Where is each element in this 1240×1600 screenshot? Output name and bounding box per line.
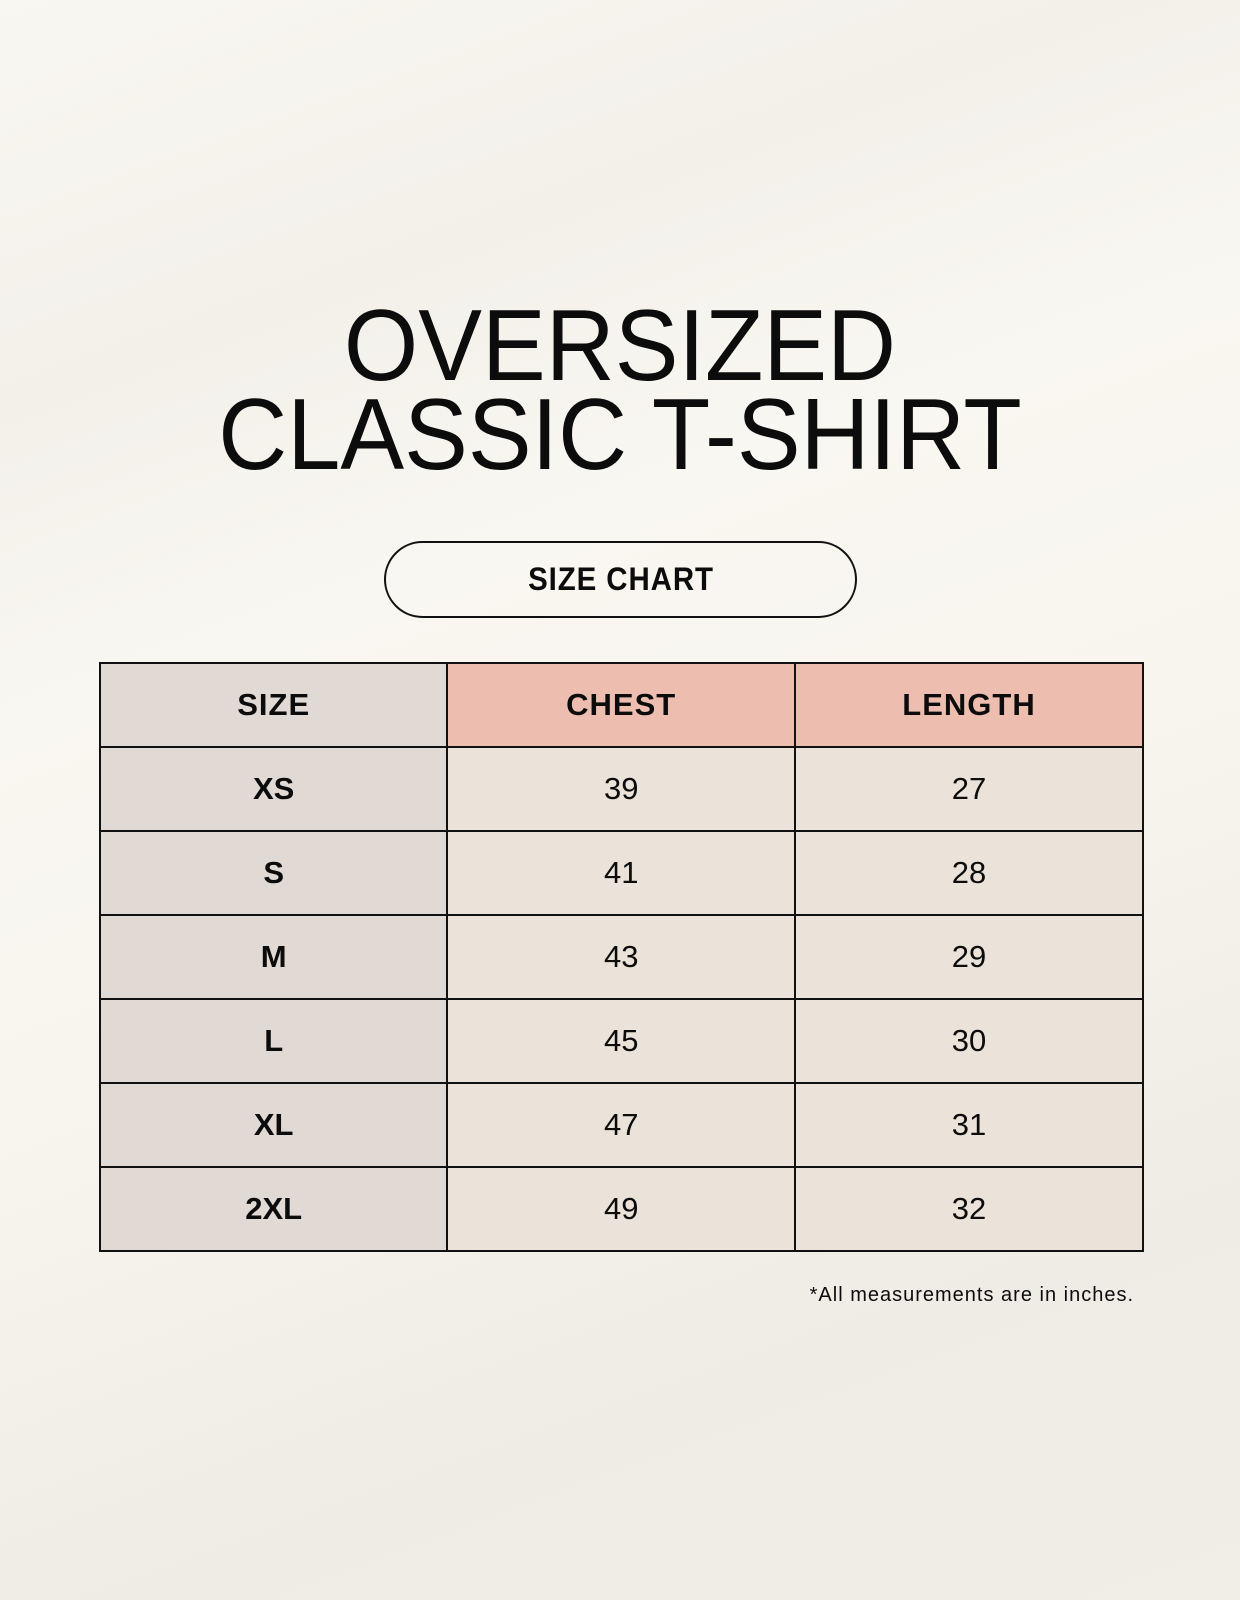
size-table: SIZE CHEST LENGTH XS 39 27 S 41 28 M 43 29 L 45 30 X… [98,662,1144,1252]
size-cell: XS [98,746,449,832]
table-row: L 45 30 [98,998,1144,1084]
size-chart-badge: SIZE CHART [384,541,857,618]
length-cell: 29 [794,914,1144,1000]
table-row: M 43 29 [98,914,1144,1000]
table-row: XL 47 31 [98,1082,1144,1168]
length-cell: 27 [794,746,1144,832]
badge-label: SIZE CHART [527,561,714,597]
table-row: 2XL 49 32 [98,1166,1144,1252]
length-cell: 31 [794,1082,1144,1168]
chest-cell: 39 [446,746,797,832]
table-row: XS 39 27 [98,746,1144,832]
length-cell: 30 [794,998,1144,1084]
chest-cell: 49 [446,1166,797,1252]
header-length: LENGTH [794,662,1144,748]
size-cell: 2XL [98,1166,449,1252]
size-cell: S [98,830,449,916]
title-line-1: OVERSIZED [343,290,897,402]
page-title: OVERSIZED CLASSIC T-SHIRT [0,290,1240,491]
size-cell: M [98,914,449,1000]
chest-cell: 45 [446,998,797,1084]
header-chest: CHEST [446,662,797,748]
length-cell: 32 [794,1166,1144,1252]
size-cell: XL [98,1082,449,1168]
footnote: *All measurements are in inches. [809,1284,1134,1306]
title-line-2: CLASSIC T-SHIRT [218,379,1022,491]
size-cell: L [98,998,449,1084]
chest-cell: 47 [446,1082,797,1168]
table-row: S 41 28 [98,830,1144,916]
header-size: SIZE [98,662,449,748]
chest-cell: 43 [446,914,797,1000]
chest-cell: 41 [446,830,797,916]
table-header-row: SIZE CHEST LENGTH [98,662,1144,748]
length-cell: 28 [794,830,1144,916]
